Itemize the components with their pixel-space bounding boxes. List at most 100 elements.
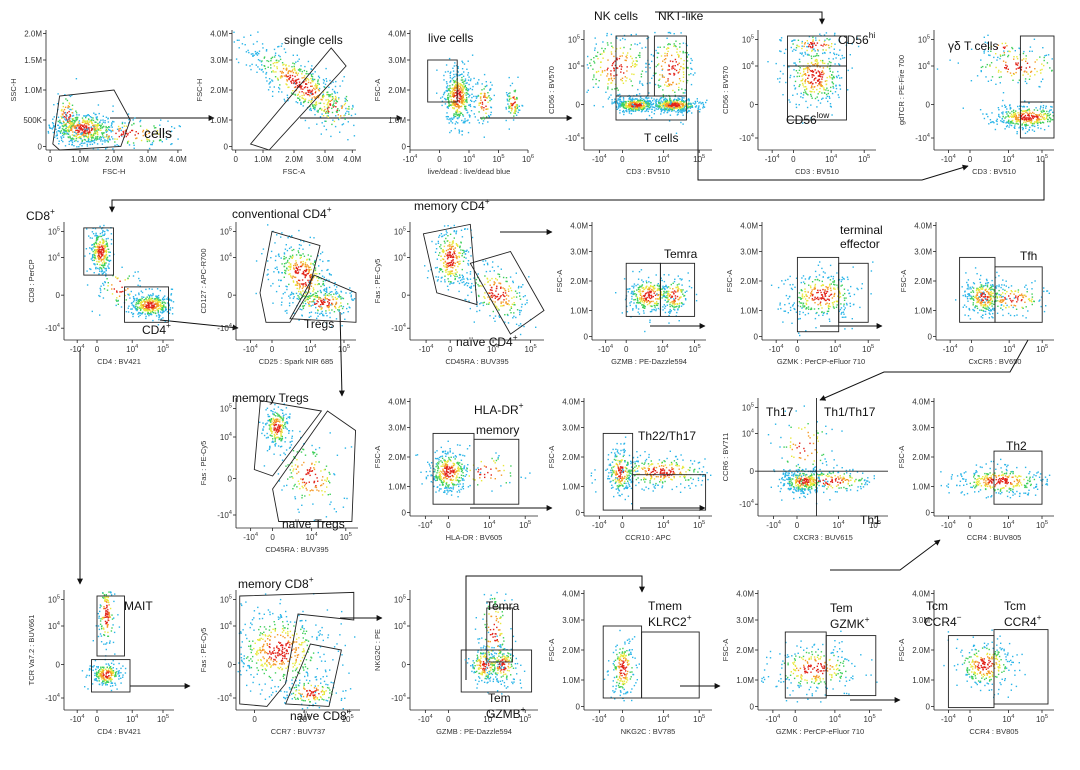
data-point xyxy=(289,268,292,271)
data-point xyxy=(309,95,311,97)
data-point xyxy=(621,77,624,79)
data-point xyxy=(303,94,305,96)
data-point xyxy=(454,86,456,88)
data-point xyxy=(516,104,518,107)
data-point xyxy=(988,123,990,125)
data-point xyxy=(142,129,145,132)
data-point xyxy=(650,103,652,105)
data-point xyxy=(262,248,265,250)
data-point xyxy=(467,93,470,96)
data-point xyxy=(98,129,100,131)
data-point xyxy=(319,102,322,104)
data-point xyxy=(85,130,87,132)
data-point xyxy=(1008,119,1010,121)
data-point xyxy=(665,98,668,100)
data-point xyxy=(996,123,998,125)
data-point xyxy=(297,60,299,62)
data-point xyxy=(599,66,602,69)
data-point xyxy=(91,244,94,246)
data-point xyxy=(100,285,102,287)
data-point xyxy=(640,108,642,110)
y-tick-label: 104 xyxy=(918,61,931,71)
data-point xyxy=(132,301,135,303)
data-point xyxy=(87,135,90,137)
data-point xyxy=(832,87,835,89)
data-point xyxy=(816,84,819,87)
data-point xyxy=(625,104,627,106)
data-point xyxy=(679,103,681,105)
data-point xyxy=(284,100,286,102)
data-point xyxy=(99,244,101,246)
data-point xyxy=(454,127,456,130)
data-point xyxy=(94,138,96,140)
data-point xyxy=(481,89,483,91)
data-point xyxy=(449,77,452,79)
data-point xyxy=(1026,106,1028,108)
data-point xyxy=(58,143,60,145)
data-point xyxy=(650,101,652,103)
data-point xyxy=(999,57,1001,60)
data-point xyxy=(453,113,455,115)
data-point xyxy=(164,295,166,297)
data-point xyxy=(102,264,104,266)
data-point xyxy=(308,89,311,91)
data-point xyxy=(100,252,103,254)
data-point xyxy=(678,78,681,80)
data-point xyxy=(70,122,72,124)
data-point xyxy=(61,128,64,130)
data-point xyxy=(817,80,819,82)
data-point xyxy=(87,133,90,136)
data-point xyxy=(63,116,65,118)
data-point xyxy=(88,126,90,129)
data-point xyxy=(70,127,72,129)
data-point xyxy=(97,248,99,251)
data-point xyxy=(85,126,88,128)
data-point xyxy=(99,241,102,244)
data-point xyxy=(99,314,101,316)
data-point xyxy=(489,89,491,91)
data-point xyxy=(792,94,794,96)
data-point xyxy=(1019,105,1021,107)
data-point xyxy=(89,247,91,249)
data-point xyxy=(1042,109,1044,111)
data-point xyxy=(667,106,669,108)
data-point xyxy=(820,44,822,46)
data-point xyxy=(164,320,166,323)
data-point xyxy=(76,146,78,148)
data-point xyxy=(1013,56,1015,58)
data-point xyxy=(447,97,450,99)
data-point xyxy=(650,105,652,107)
data-point xyxy=(309,72,312,75)
data-point xyxy=(459,74,462,76)
data-point xyxy=(646,108,648,111)
data-point xyxy=(82,142,84,145)
data-point xyxy=(833,77,835,79)
data-point xyxy=(638,109,640,112)
data-point xyxy=(690,105,692,107)
data-point xyxy=(60,130,63,132)
data-point xyxy=(436,69,438,71)
data-point xyxy=(135,299,137,302)
data-point xyxy=(313,108,316,110)
data-point xyxy=(682,92,684,94)
data-point xyxy=(165,306,167,308)
data-point xyxy=(1027,117,1030,119)
data-point xyxy=(102,240,104,242)
data-point xyxy=(452,92,455,94)
data-point xyxy=(689,107,692,109)
data-point xyxy=(607,98,610,100)
data-point xyxy=(148,314,150,317)
data-point xyxy=(89,116,92,118)
data-point xyxy=(65,131,67,133)
data-point xyxy=(1046,110,1048,113)
data-point xyxy=(1039,119,1041,121)
data-point xyxy=(161,141,163,143)
data-point xyxy=(103,244,106,247)
data-point xyxy=(103,284,105,286)
data-point xyxy=(592,86,595,88)
data-point xyxy=(326,91,328,94)
x-tick-label: -104 xyxy=(70,344,86,354)
data-point xyxy=(1030,118,1033,120)
data-point xyxy=(280,236,282,238)
data-point xyxy=(295,82,297,85)
